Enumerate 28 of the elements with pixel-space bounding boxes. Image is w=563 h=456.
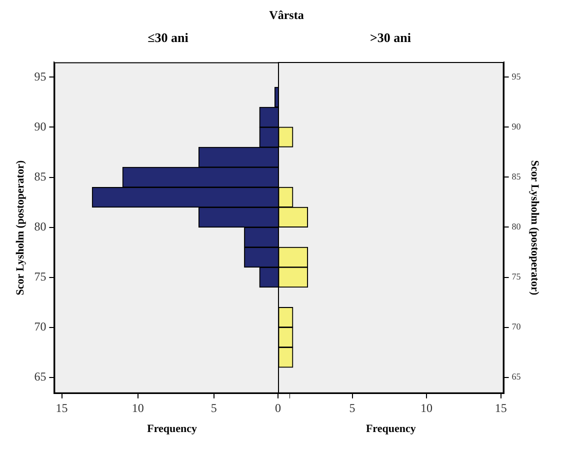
- x-tick-label: 5: [349, 400, 356, 415]
- x-tick-label: 10: [420, 400, 433, 415]
- y-axis-title: Scor Lysholm (postoperator): [14, 160, 26, 296]
- x-tick-label: 15: [494, 400, 507, 415]
- chart-subtitle: >30 ani: [369, 30, 412, 47]
- chart-title: Vârsta: [268, 8, 305, 24]
- y-tick-label: 90: [512, 121, 522, 132]
- x-axis-title: Frequency: [366, 423, 416, 436]
- y-tick-label: 65: [512, 372, 522, 382]
- y-tick-label: 85: [34, 169, 46, 184]
- x-tick-label: 15: [56, 400, 68, 415]
- y-tick-label: 75: [512, 272, 522, 282]
- x-tick-label: 5: [210, 400, 217, 415]
- y-tick-label: 70: [34, 320, 46, 334]
- y-tick-label: 65: [34, 370, 46, 384]
- x-tick-label: 10: [132, 400, 144, 415]
- y-tick-label: 80: [512, 222, 522, 232]
- y-tick-label: 85: [512, 172, 522, 182]
- x-axis-title: Frequency: [147, 423, 198, 436]
- y-tick-label: 90: [34, 119, 46, 134]
- y-tick-label: 95: [34, 69, 46, 84]
- y-tick-label: 75: [34, 269, 46, 284]
- y-tick-label: 80: [34, 219, 46, 234]
- y-tick-label: 95: [512, 71, 522, 82]
- y-tick-label: 70: [512, 322, 522, 332]
- y-axis-title: Scor Lysholm (postoperator): [528, 160, 541, 296]
- x-tick-label: 0: [275, 400, 281, 415]
- chart-subtitle: ≤30 ani: [146, 30, 190, 47]
